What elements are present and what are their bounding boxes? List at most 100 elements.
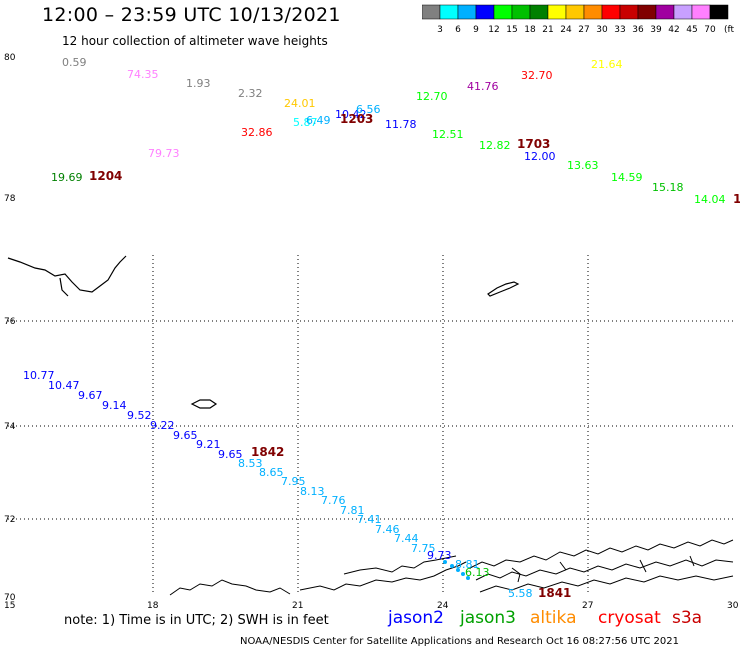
footer-note: note: 1) Time is in UTC; 2) SWH is in fe… [64,613,329,628]
x-tick: 18 [147,601,159,611]
x-tick: 27 [582,601,593,611]
wave-height-label: 32.70 [521,69,553,82]
wave-height-label: 7.41 [357,513,382,526]
wave-height-label: 8.13 [300,485,325,498]
wave-height-label: 7.75 [411,542,436,555]
wave-height-label: 12.51 [432,128,464,141]
scale-tick-label: 24 [560,25,572,34]
scale-tick-label: 9 [473,25,479,34]
wave-height-label: 14.59 [611,171,643,184]
pass-time-label: 1204 [89,169,123,183]
x-tick: 30 [727,601,739,611]
scale-tick-label: 15 [506,25,517,34]
wave-height-label: 9.65 [218,448,243,461]
y-tick: 76 [4,317,16,327]
wave-height-label: 10.42 [335,108,367,121]
wave-height-label: 74.35 [127,68,159,81]
wave-height-label: 8.81 [455,558,480,571]
wave-height-label: 9.52 [127,409,152,422]
scale-tick-label: 21 [542,25,553,34]
axis-labels: 15 18 21 24 27 30 80 78 76 74 72 70 [4,53,739,611]
wave-height-label: 15.18 [652,181,684,194]
credit-line: NOAA/NESDIS Center for Satellite Applica… [240,636,679,647]
scale-tick-label: 45 [686,25,697,34]
y-tick: 72 [4,515,15,525]
wave-height-label: 6.13 [465,566,490,579]
wave-height-label: 24.01 [284,97,316,110]
scale-tick-label: 6 [455,25,461,34]
coastline [7,255,520,409]
scale-tick-label: 33 [614,25,625,34]
scale-tick-label: 70 [704,25,716,34]
scale-tick-label: 36 [632,25,644,34]
wave-height-label: 5.87 [293,116,318,129]
scale-tick-label: 18 [524,25,536,34]
wave-height-label: 7.81 [340,504,365,517]
wave-height-label: 11.78 [385,118,417,131]
wave-height-label: 7.95 [281,475,306,488]
wave-height-label: 9.14 [102,399,127,412]
wave-height-label: 7.44 [394,532,419,545]
wave-height-label: 10.47 [48,379,80,392]
x-tick: 21 [292,601,303,611]
wave-height-label: 1.93 [186,77,211,90]
wave-height-label: 14.04 [694,193,726,206]
wave-height-label: 9.22 [150,419,175,432]
wave-height-label: 79.73 [148,147,180,160]
coastline-svalbard [169,539,734,596]
wave-height-label: 0.59 [62,56,87,69]
wave-height-label: 12.00 [524,150,556,163]
x-tick: 24 [437,601,449,611]
pass-time-label: 1 [733,192,740,206]
scale-tick-label: 30 [596,25,608,34]
satellite-name: jason3 [460,608,516,628]
wave-height-label: 21.64 [591,58,623,71]
wave-height-label: 6.56 [356,103,381,116]
scale-unit: (ft) [724,25,734,34]
scale-tick-label: 27 [578,25,589,34]
pass-time-label: 1841 [538,586,572,600]
track-dots [443,560,470,580]
scale-tick-label: 42 [668,25,679,34]
scale-swatch [709,4,729,20]
wave-height-label: 32.86 [241,126,273,139]
pass-time-label: 1703 [517,137,551,151]
y-tick: 74 [4,422,16,432]
wave-height-label: 8.65 [259,466,284,479]
x-tick: 15 [4,601,15,611]
satellite-name: jason2 [388,608,444,628]
wave-height-label: 12.70 [416,90,448,103]
wave-height-label: 9.21 [196,438,221,451]
wave-height-label: 5.58 [508,587,533,600]
page-subtitle: 12 hour collection of altimeter wave hei… [62,34,328,48]
satellite-name: cryosat [598,608,661,628]
wave-height-label: 9.73 [427,549,452,562]
wave-height-label: 41.76 [467,80,499,93]
wave-height-label: 6.49 [306,114,331,127]
map-grid [8,255,733,595]
wave-height-label: 12.82 [479,139,511,152]
wave-height-label: 19.69 [51,171,83,184]
wave-height-label: 2.32 [238,87,263,100]
wave-height-label: 8.53 [238,457,263,470]
wave-height-label: 10.77 [23,369,55,382]
pass-time-label: 1203 [340,112,374,126]
y-tick: 78 [4,194,16,204]
satellite-name: s3a [672,608,703,628]
scale-tick-label: 39 [650,25,662,34]
wave-height-label: 7.76 [321,494,346,507]
y-tick: 80 [4,53,16,63]
wave-height-label: 13.63 [567,159,599,172]
y-tick: 70 [4,593,16,603]
page-title: 12:00 – 23:59 UTC 10/13/2021 [42,4,341,26]
pass-time-label: 1842 [251,445,285,459]
wave-height-label: 7.46 [375,523,400,536]
wave-height-label: 9.67 [78,389,103,402]
scale-tick-label: 3 [437,25,443,34]
satellite-name: altika [530,608,577,628]
wave-height-label: 9.65 [173,429,198,442]
scale-tick-label: 12 [488,25,499,34]
